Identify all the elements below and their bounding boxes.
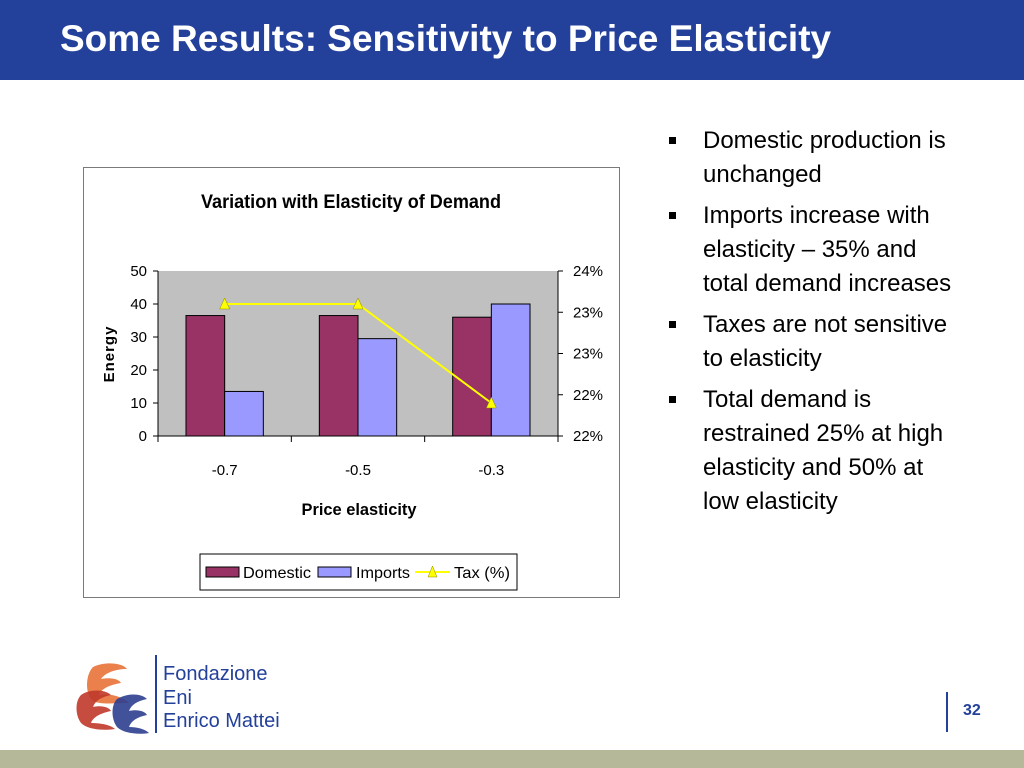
logo-divider [155,655,157,733]
y2-tick-label-3: 23% [573,304,603,321]
bullet-text: Domestic production is unchanged [703,127,946,188]
bullet-item: Taxes are not sensitive to elasticity [665,308,965,376]
y-axis-label: Energy [101,326,118,383]
slide-title: Some Results: Sensitivity to Price Elast… [60,18,832,59]
bar-domestic-0 [185,315,226,437]
tax-point-2 [485,396,497,409]
chart: Variation with Elasticity of Demand 0 10 2… [101,192,603,591]
y2-tick-label-4: 24% [573,263,603,280]
logo-mark-icon [76,663,149,734]
tax-point-0 [219,297,231,310]
bar-domestic-2 [452,316,492,437]
bullet-text: Imports increase with elasticity – 35% a… [703,202,952,297]
chart-title: Variation with Elasticity of Demand [201,192,501,213]
bullet-square-icon [669,396,676,403]
chart-frame: Variation with Elasticity of Demand 0 10 2… [83,167,620,598]
y-tick-label-5: 50 [130,263,147,280]
logo: Fondazione Eni Enrico Mattei [75,655,305,735]
title-bar: Some Results: Sensitivity to Price Elast… [0,0,1024,80]
bullet-text: Taxes are not sensitive to elasticity [703,311,948,372]
logo-text-fondazione: Fondazione [163,663,268,685]
x-axis-label: Price elasticity [302,500,418,519]
page-number-divider [946,692,948,732]
y2-tick-label-1: 22% [573,387,603,404]
bullet-list: Domestic production is unchanged Imports… [665,124,965,526]
bar-imports-2 [490,303,531,437]
y-tick-label-2: 20 [130,362,147,379]
y-tick-label-4: 40 [130,296,147,313]
y2-tick-label-2: 23% [573,346,603,363]
bullet-square-icon [669,137,676,144]
page-number: 32 [963,702,981,719]
logo-text-eni: Eni [163,687,192,709]
x-tick-label-1: -0.5 [345,462,371,479]
y2-tick-label-0: 22% [573,428,603,445]
bullet-item: Domestic production is unchanged [665,124,965,192]
bullet-item: Imports increase with elasticity – 35% a… [665,199,965,301]
legend-box [199,553,518,591]
y-tick-label-1: 10 [130,395,147,412]
legend-label-imports: Imports [356,565,410,582]
legend-marker-tax [427,565,438,578]
bullet-square-icon [669,212,676,219]
legend-label-domestic: Domestic [243,565,311,582]
x-tick-label-0: -0.7 [212,462,238,479]
bullet-item: Total demand is restrained 25% at high e… [665,383,965,519]
footer-band [0,750,1024,768]
bullet-square-icon [669,321,676,328]
legend-swatch-domestic [205,566,240,578]
x-tick-label-2: -0.3 [478,462,504,479]
legend-label-tax: Tax (%) [454,565,510,582]
bullet-text: Total demand is restrained 25% at high e… [703,386,944,515]
legend-swatch-imports [317,566,352,578]
logo-text-enrico-mattei: Enrico Mattei [163,710,280,732]
y-tick-label-0: 0 [139,428,147,445]
tax-point-1 [352,297,364,310]
bar-domestic-1 [318,315,359,437]
bar-imports-0 [224,390,264,437]
bar-imports-1 [357,338,398,437]
y-tick-label-3: 30 [130,329,147,346]
